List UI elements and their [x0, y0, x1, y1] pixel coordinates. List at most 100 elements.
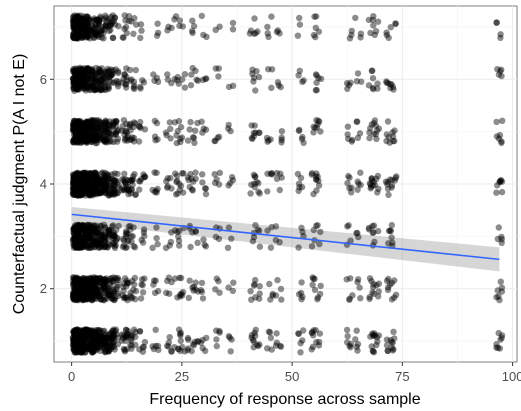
data-point	[75, 135, 82, 142]
data-point	[188, 186, 196, 193]
data-point	[84, 222, 91, 230]
data-point	[94, 182, 102, 189]
data-point	[79, 79, 86, 86]
data-point	[354, 229, 361, 237]
data-point	[77, 175, 84, 183]
data-point	[82, 24, 90, 32]
data-point	[75, 85, 82, 93]
data-point	[95, 79, 103, 86]
data-point	[75, 120, 82, 127]
data-point	[138, 276, 146, 283]
data-point	[93, 180, 100, 187]
data-point	[84, 186, 91, 193]
data-point	[76, 346, 84, 354]
data-point	[153, 187, 160, 195]
data-point	[71, 327, 79, 334]
data-point	[85, 134, 92, 142]
data-point	[110, 190, 118, 197]
data-point	[73, 118, 81, 126]
data-point	[131, 82, 138, 89]
data-point	[89, 29, 96, 36]
data-point	[75, 75, 82, 83]
data-point	[173, 139, 180, 147]
data-point	[177, 274, 185, 282]
data-point	[86, 182, 93, 190]
data-point	[96, 69, 103, 76]
data-point	[83, 228, 90, 235]
data-point	[70, 191, 77, 199]
data-point	[77, 349, 84, 356]
data-point	[111, 170, 119, 177]
data-point	[73, 274, 81, 281]
data-point	[70, 180, 77, 187]
data-point	[317, 75, 325, 83]
data-point	[167, 125, 174, 133]
data-point	[92, 137, 100, 144]
data-point	[354, 278, 361, 286]
data-point	[76, 183, 83, 190]
data-point	[86, 69, 94, 76]
data-point	[95, 65, 103, 73]
data-point	[366, 295, 373, 303]
data-point	[71, 294, 78, 301]
data-point	[70, 284, 78, 291]
data-point	[110, 186, 118, 193]
data-point	[122, 81, 129, 88]
data-point	[90, 30, 97, 38]
data-point	[93, 125, 100, 132]
data-point	[149, 343, 156, 350]
data-point	[78, 288, 86, 296]
data-point	[88, 226, 96, 234]
data-point	[75, 132, 82, 139]
data-point	[74, 122, 82, 130]
data-point	[101, 224, 109, 231]
data-point	[250, 282, 258, 289]
data-point	[97, 85, 104, 93]
data-point	[86, 131, 93, 138]
data-point	[370, 332, 377, 339]
data-point	[70, 291, 77, 299]
data-point	[80, 295, 87, 302]
data-point	[86, 86, 93, 94]
data-point	[123, 332, 130, 339]
data-point	[72, 234, 79, 242]
data-point	[86, 170, 94, 177]
data-point	[84, 24, 92, 31]
data-point	[86, 283, 94, 290]
data-point	[105, 121, 112, 128]
data-point	[97, 30, 105, 38]
data-point	[85, 242, 92, 249]
data-point	[98, 26, 106, 33]
data-point	[103, 133, 110, 140]
data-point	[83, 122, 90, 129]
data-point	[74, 81, 81, 88]
data-point	[198, 279, 206, 287]
data-point	[73, 188, 80, 195]
data-point	[71, 127, 78, 134]
data-point	[250, 344, 257, 351]
data-point	[92, 80, 100, 87]
data-point	[106, 292, 113, 300]
data-point	[74, 326, 81, 333]
data-point	[75, 332, 82, 339]
data-point	[75, 68, 82, 76]
data-point	[82, 137, 89, 145]
data-point	[80, 77, 88, 84]
data-point	[71, 349, 79, 356]
data-point	[79, 71, 86, 78]
data-point	[77, 130, 84, 137]
data-point	[70, 189, 77, 196]
data-point	[77, 241, 84, 249]
data-point	[76, 234, 83, 241]
data-point	[107, 226, 115, 234]
data-point	[135, 138, 143, 145]
data-point	[189, 29, 196, 37]
data-point	[87, 128, 95, 135]
data-point	[83, 173, 90, 180]
data-point	[79, 71, 87, 78]
data-point	[80, 83, 88, 90]
data-point	[216, 329, 223, 336]
data-point	[81, 24, 88, 31]
data-point	[82, 87, 89, 94]
data-point	[84, 17, 91, 24]
